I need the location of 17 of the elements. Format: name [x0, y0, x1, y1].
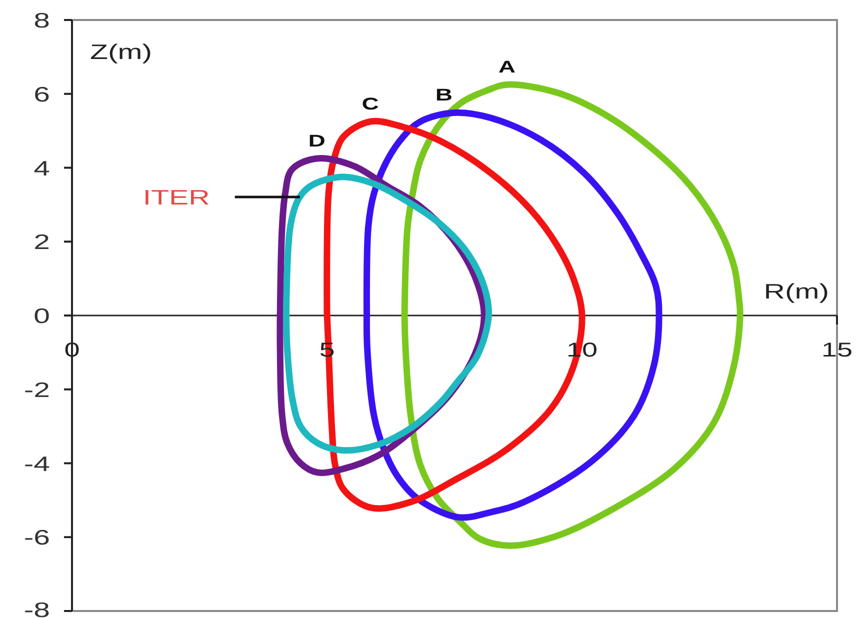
series-label: B: [435, 86, 453, 105]
y-tick-label: -6: [24, 526, 50, 550]
y-axis-title: Z(m): [90, 40, 152, 64]
series-label: D: [308, 132, 326, 151]
y-tick-label: -2: [24, 378, 50, 402]
series-label: A: [498, 58, 516, 77]
x-tick-label: 15: [821, 339, 853, 362]
series-label: C: [362, 94, 380, 114]
y-tick-label: 2: [34, 231, 50, 254]
y-tick-label: -4: [24, 452, 50, 476]
text: ITER: [142, 186, 210, 210]
y-tick-label: 6: [34, 83, 50, 106]
y-tick-label: 4: [34, 157, 50, 180]
y-tick-label: 0: [34, 304, 50, 328]
y-tick-label: -8: [24, 598, 50, 618]
y-tick-label: 8: [34, 9, 50, 32]
x-axis-title: R(m): [764, 280, 829, 304]
